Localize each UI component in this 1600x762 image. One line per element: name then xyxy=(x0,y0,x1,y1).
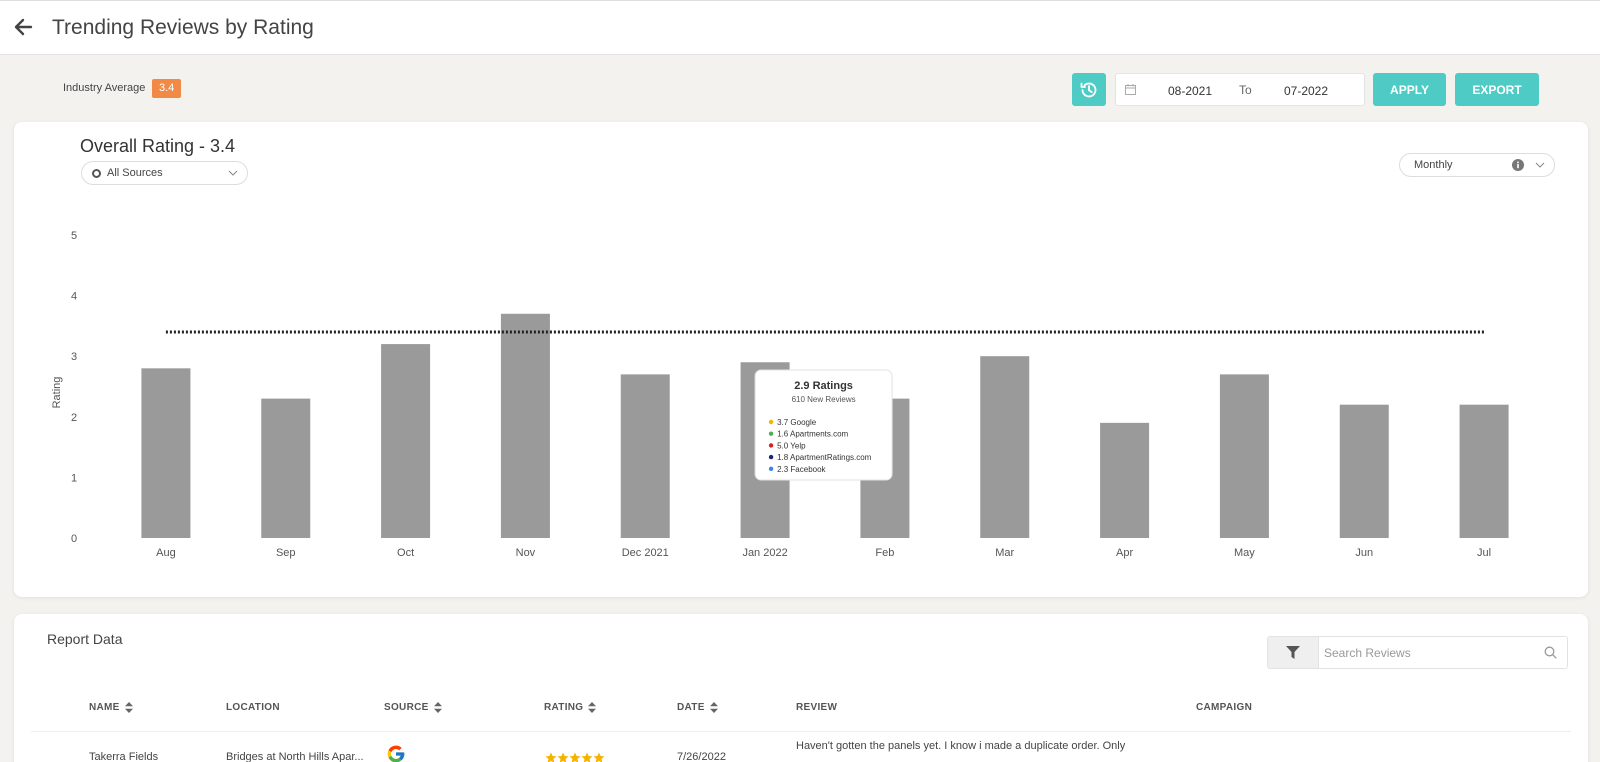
y-tick-label: 3 xyxy=(71,351,77,363)
x-tick-label: Jan 2022 xyxy=(742,547,787,559)
bar xyxy=(620,374,670,538)
star-icon xyxy=(557,752,569,762)
industry-average-label: Industry Average xyxy=(63,82,146,94)
industry-average-badge: 3.4 xyxy=(152,79,182,98)
x-tick-label: Nov xyxy=(516,547,536,559)
tooltip-legend-dot xyxy=(768,466,774,471)
y-tick-label: 0 xyxy=(71,533,77,545)
bar xyxy=(1459,404,1509,538)
row-divider xyxy=(31,731,1571,732)
row-date: 7/26/2022 xyxy=(677,751,726,762)
tooltip-box xyxy=(754,369,893,481)
tooltip-legend-dot xyxy=(768,419,774,425)
tooltip-legend-dot xyxy=(768,454,774,460)
x-tick-label: Apr xyxy=(1116,547,1133,559)
rating-bar-chart: 0 1 2 3 4 5 Rating Aug Sep Oct Nov Dec 2021 Jan 2022… xyxy=(51,230,1509,559)
column-header-name[interactable]: NAME xyxy=(89,702,133,713)
x-tick-label: Mar xyxy=(995,547,1014,559)
chevron-down-icon xyxy=(228,170,238,176)
bar xyxy=(141,368,191,538)
tooltip-legend-dot xyxy=(768,443,774,448)
column-header-location: LOCATION xyxy=(226,702,280,713)
tooltip-subtitle: 610 New Reviews xyxy=(792,395,856,404)
x-tick-label: Jul xyxy=(1477,547,1491,559)
calendar-icon xyxy=(1125,84,1136,95)
period-dropdown[interactable]: Monthly xyxy=(1399,153,1555,177)
bar xyxy=(381,344,431,538)
tooltip-item: 2.3 Facebook xyxy=(777,465,826,474)
apply-button[interactable]: APPLY xyxy=(1373,73,1446,106)
sort-icon xyxy=(124,702,133,713)
tooltip-item: 3.7 Google xyxy=(777,418,817,427)
tooltip-item: 1.8 ApartmentRatings.com xyxy=(777,453,872,462)
sort-icon xyxy=(709,702,718,713)
search-icon[interactable] xyxy=(1544,646,1557,659)
chevron-down-icon xyxy=(1535,162,1545,168)
y-axis-label: Rating xyxy=(51,377,63,409)
x-tick-label: Feb xyxy=(875,547,894,559)
chart-card: 0 1 2 3 4 5 Rating Aug Sep Oct Nov Dec 2021 Jan 2022… xyxy=(14,122,1588,597)
history-icon xyxy=(1080,82,1097,98)
tooltip-legend-dot xyxy=(768,431,774,436)
sort-icon xyxy=(588,702,597,713)
search-input[interactable] xyxy=(1324,640,1534,665)
y-tick-label: 5 xyxy=(71,230,77,242)
history-button[interactable] xyxy=(1072,73,1106,106)
sort-icon xyxy=(433,702,442,713)
search-box xyxy=(1267,636,1568,669)
filter-icon xyxy=(1286,646,1300,659)
tooltip-item: 5.0 Yelp xyxy=(777,441,806,450)
bar xyxy=(1100,422,1150,538)
y-tick-label: 1 xyxy=(71,472,77,484)
filter-button[interactable] xyxy=(1268,637,1319,668)
bar xyxy=(500,313,550,538)
x-tick-label: Dec 2021 xyxy=(622,547,669,559)
rating-stars xyxy=(545,751,605,762)
x-tick-label: May xyxy=(1234,547,1255,559)
tooltip-item: 1.6 Apartments.com xyxy=(777,430,848,439)
bar xyxy=(1219,374,1269,538)
bar xyxy=(261,398,311,538)
radio-dot-icon xyxy=(92,169,101,178)
x-tick-label: Sep xyxy=(276,547,296,559)
google-icon xyxy=(387,745,405,762)
report-title: Report Data xyxy=(47,631,123,647)
tooltip-title: 2.9 Ratings xyxy=(794,380,853,392)
back-arrow-icon[interactable] xyxy=(12,16,34,38)
report-data-card: Report Data NAME LOCATION SOURCE RATING … xyxy=(14,614,1588,762)
date-to-label: To xyxy=(1239,83,1252,97)
y-tick-label: 2 xyxy=(71,412,77,424)
top-bar: Trending Reviews by Rating xyxy=(0,0,1600,55)
column-header-review: REVIEW xyxy=(796,702,838,713)
column-header-source[interactable]: SOURCE xyxy=(384,702,442,713)
sources-dropdown-label: All Sources xyxy=(107,167,163,179)
row-name[interactable]: Takerra Fields xyxy=(89,751,159,762)
row-review: Haven't gotten the panels yet. I know i … xyxy=(796,740,1126,752)
star-icon xyxy=(545,752,557,762)
row-location: Bridges at North Hills Apar... xyxy=(226,751,364,762)
export-button[interactable]: EXPORT xyxy=(1455,73,1539,106)
x-tick-label: Oct xyxy=(397,547,414,559)
date-range-picker: To xyxy=(1115,73,1365,106)
page-title: Trending Reviews by Rating xyxy=(52,16,314,39)
sources-dropdown[interactable]: All Sources xyxy=(81,161,248,185)
bar xyxy=(980,356,1030,538)
chart-title: Overall Rating - 3.4 xyxy=(80,136,236,156)
x-tick-label: Jun xyxy=(1355,547,1373,559)
y-tick-label: 4 xyxy=(71,291,77,303)
column-header-date[interactable]: DATE xyxy=(677,702,718,713)
date-to-input[interactable] xyxy=(1261,78,1351,103)
period-dropdown-label: Monthly xyxy=(1414,159,1453,171)
star-icon xyxy=(569,752,581,762)
info-icon[interactable] xyxy=(1512,159,1524,171)
column-header-campaign: CAMPAIGN xyxy=(1196,702,1253,713)
column-header-rating[interactable]: RATING xyxy=(544,702,597,713)
bar xyxy=(1339,404,1389,538)
star-icon xyxy=(593,752,605,762)
x-tick-label: Aug xyxy=(156,547,176,559)
date-from-input[interactable] xyxy=(1144,78,1236,103)
star-icon xyxy=(581,752,593,762)
